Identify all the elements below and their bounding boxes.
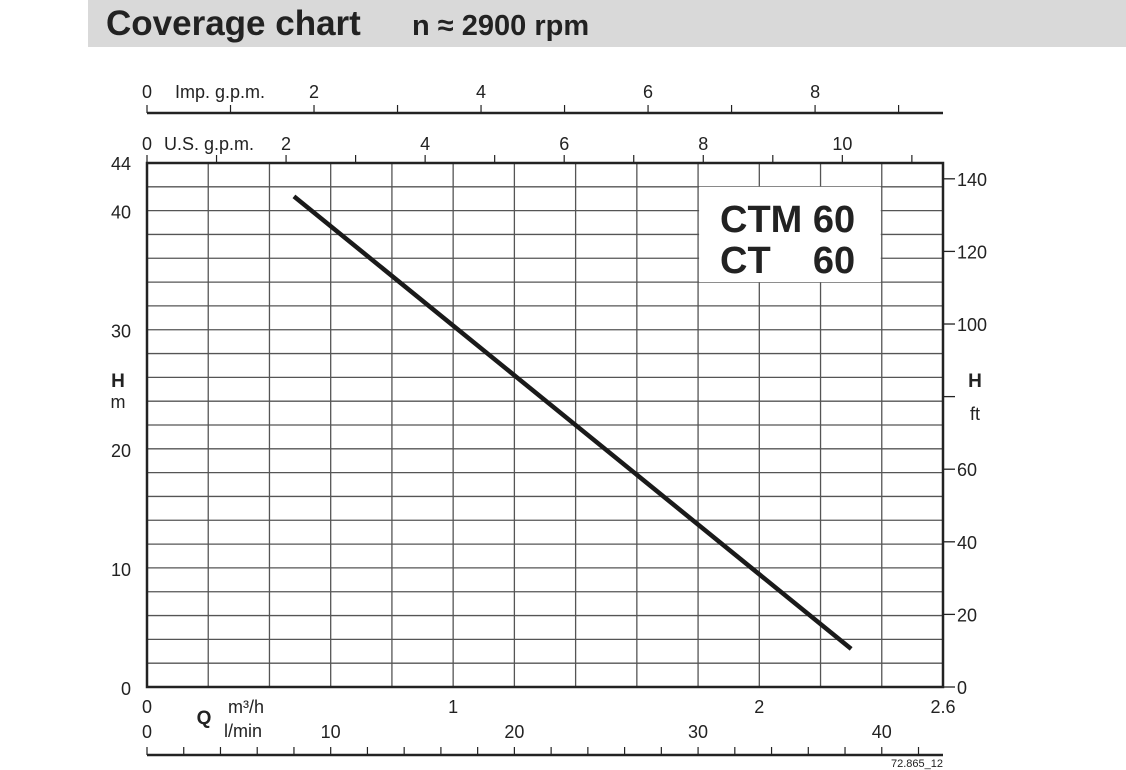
x-tick-label-impgpm: 4 [476, 82, 486, 102]
y-axis-label-left: H [111, 371, 125, 392]
x-tick-label-usgpm: 4 [420, 134, 430, 154]
y-tick-label-m: 0 [121, 679, 131, 699]
y-tick-label-m: 20 [111, 441, 131, 461]
speed-label: n ≈ 2900 rpm [412, 10, 590, 42]
x-tick-label-usgpm: 0 [142, 134, 152, 154]
x-unit-m3h: m³/h [228, 697, 264, 717]
figure-code: 72.865_12 [891, 758, 943, 770]
y-tick-label-m: 40 [111, 203, 131, 223]
x-tick-label-impgpm: 8 [810, 82, 820, 102]
x-tick-label-m3h: 2.6 [930, 697, 955, 717]
x-tick-label-usgpm: 10 [832, 134, 852, 154]
plot-frame [145, 161, 945, 689]
y-axis-unit-right: ft [970, 404, 980, 424]
x-tick-label-m3h: 0 [142, 697, 152, 717]
x-axis-label: Q [197, 708, 212, 729]
y-tick-label-ft: 100 [957, 315, 987, 335]
y-tick-label-m: 30 [111, 322, 131, 342]
x-unit-impgpm: Imp. g.p.m. [175, 82, 265, 102]
header-bar: Coverage chart n ≈ 2900 rpm [88, 0, 1126, 47]
model-label-line1: CTM 60 [720, 199, 855, 241]
y-axis-unit-left: m [111, 392, 126, 412]
x-tick-label-impgpm: 0 [142, 82, 152, 102]
x-tick-label-usgpm: 6 [559, 134, 569, 154]
x-tick-label-lmin: 20 [504, 722, 524, 742]
x-unit-usgpm: U.S. g.p.m. [164, 134, 254, 154]
x-unit-lmin: l/min [224, 721, 262, 741]
x-tick-label-usgpm: 2 [281, 134, 291, 154]
model-label-line2: CT 60 [720, 240, 855, 282]
y-tick-label-ft: 120 [957, 242, 987, 262]
y-tick-label-ft: 20 [957, 605, 977, 625]
series-line [292, 194, 853, 651]
x-tick-label-impgpm: 6 [643, 82, 653, 102]
x-tick-label-lmin: 10 [321, 722, 341, 742]
x-tick-label-lmin: 40 [872, 722, 892, 742]
x-tick-label-impgpm: 2 [309, 82, 319, 102]
y-tick-label-ft: 60 [957, 460, 977, 480]
x-tick-label-usgpm: 8 [698, 134, 708, 154]
y-tick-label-m: 44 [111, 154, 131, 174]
x-tick-label-lmin: 0 [142, 722, 152, 742]
y-tick-label-ft: 40 [957, 533, 977, 553]
x-tick-label-m3h: 1 [448, 697, 458, 717]
x-tick-label-m3h: 2 [754, 697, 764, 717]
y-tick-label-m: 10 [111, 560, 131, 580]
y-tick-label-ft: 0 [957, 678, 967, 698]
model-label-box [699, 186, 881, 283]
x-tick-label-lmin: 30 [688, 722, 708, 742]
y-axis-label-right: H [968, 371, 982, 392]
page-title: Coverage chart [106, 4, 361, 43]
y-tick-label-ft: 140 [957, 170, 987, 190]
